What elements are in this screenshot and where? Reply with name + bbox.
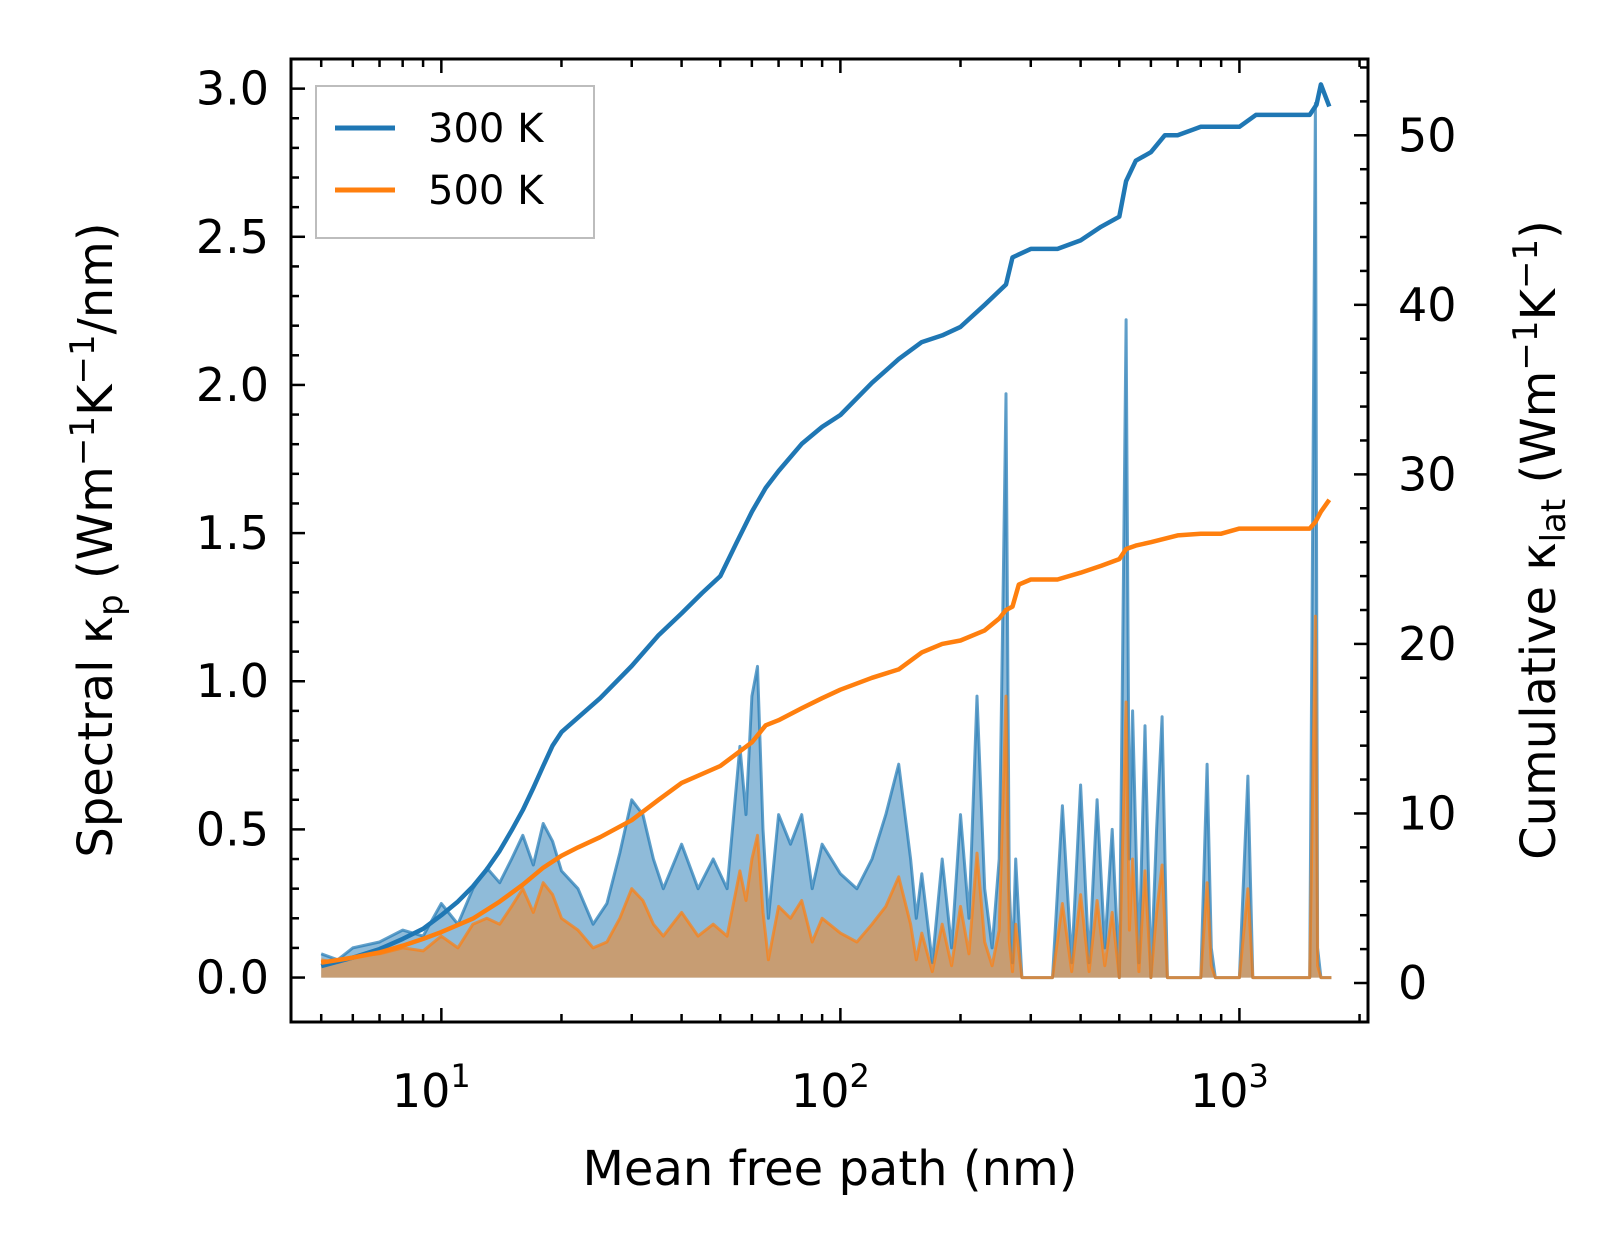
plot-frame [289,57,1370,1024]
y-left-tick-label: 2.5 [196,210,269,264]
y-left-tick-label: 0.0 [196,951,269,1005]
cumulative-line-300k [320,82,1332,969]
y-left-label-sub: p [91,594,131,616]
y-right-tick-label: 50 [1398,108,1457,162]
y-left-tick-label: 0.5 [196,802,269,856]
y-left-label-sup2: −1 [63,334,103,384]
y-left-label-mid1: (Wm [68,466,124,594]
spectral-line-500k [320,614,1332,980]
y-right-label-sub: lat [1534,499,1574,543]
axis-ticks [291,59,1368,1022]
x-tick-label: 103 [1190,1057,1269,1118]
y-left-label-mid2: K [68,383,124,416]
x-tick-label: 102 [791,1057,870,1118]
y-left-tick-label: 1.0 [196,654,269,708]
y-right-label-sup2: −1 [1506,239,1546,289]
y-right-label-mid1: (Wm [1511,371,1567,499]
y-right-tick-label: 20 [1398,617,1457,671]
y-axis-right-label: Cumulative κlat (Wm−1K−1) [1506,220,1574,860]
legend-label-300k: 300 K [428,106,545,152]
y-right-tick-label: 30 [1398,447,1457,501]
y-left-label-sup1: −1 [63,416,103,466]
y-left-tick-label: 3.0 [196,62,269,116]
x-axis-label: Mean free path (nm) [583,1141,1078,1197]
y-right-label-mid2: K [1511,287,1567,320]
tick-labels: 101 102 103 0.0 0.5 1.0 1.5 2.0 2.5 3.0 0 10 20 30 40 5… [196,62,1457,1118]
spectral-lines [320,101,1332,980]
y-left-label-prefix: Spectral κ [68,616,124,858]
legend-box [315,85,595,239]
legend-label-500k: 500 K [428,168,545,214]
y-right-label-prefix: Cumulative κ [1511,542,1567,860]
y-right-tick-label: 0 [1398,956,1427,1010]
y-left-tick-label: 1.5 [196,506,269,560]
y-right-label-suffix: ) [1511,220,1567,239]
y-right-tick-label: 10 [1398,786,1457,840]
y-right-tick-label: 40 [1398,278,1457,332]
y-left-tick-label: 2.0 [196,358,269,412]
y-right-label-sup1: −1 [1506,320,1546,370]
y-axis-left-label: Spectral κp (Wm−1K−1/nm) [63,222,131,857]
cumulative-lines [320,82,1332,969]
y-left-label-suffix: /nm) [68,222,124,334]
legend: 300 K 500 K [315,85,595,239]
x-tick-label: 101 [392,1057,471,1118]
cumulative-line-500k [320,498,1332,965]
